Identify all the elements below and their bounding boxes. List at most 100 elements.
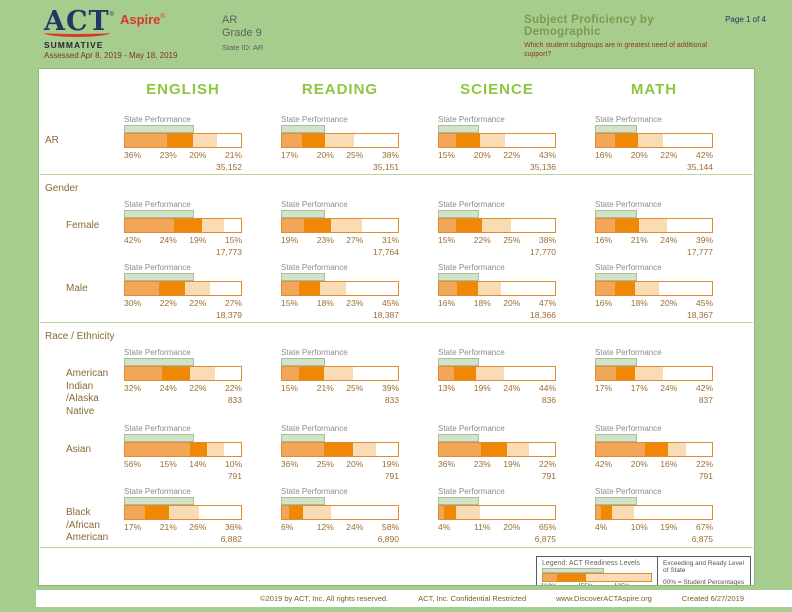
bar-segment-exceeding — [282, 367, 300, 380]
subject-cell: State Performance 36% 25% 20% 19% 791 — [281, 424, 399, 481]
state-performance-bar — [124, 434, 194, 442]
student-count: 17,764 — [373, 247, 399, 257]
percent-label: 22% — [660, 150, 678, 160]
bar-segment-exceeding — [439, 443, 481, 456]
state-performance-label: State Performance — [124, 263, 191, 272]
demographic-row: American Indian /Alaska Native State Perf… — [40, 348, 753, 418]
bar-segment-ready — [456, 134, 480, 147]
row-label: Asian — [66, 444, 92, 455]
percent-label: 21% — [316, 383, 334, 393]
section: Gender Female State Performance 42% 24% 19% 15… — [40, 175, 753, 323]
percent-labels: 32% 24% 22% 22% — [124, 383, 242, 393]
bar-segment-in-need — [209, 282, 241, 295]
legend-notes-box: Exceeding and Ready Level of State 00% =… — [657, 555, 751, 585]
legend-segment-ready — [557, 573, 587, 581]
percent-label: 65% — [538, 522, 556, 532]
bar-segment-close — [635, 282, 659, 295]
percent-label: 21% — [159, 522, 177, 532]
bar-segment-in-need — [216, 134, 241, 147]
subject-cell: State Performance 36% 23% 19% 22% 791 — [438, 424, 556, 481]
title-block: Subject Proficiency by Demographic Which… — [524, 14, 724, 60]
bar-segment-exceeding — [125, 367, 163, 380]
percent-label: 25% — [346, 383, 364, 393]
subject-cell: State Performance 15% 20% 22% 43% 35,136 — [438, 115, 556, 172]
state-performance-bar — [124, 273, 194, 281]
bar-segment-close — [352, 443, 376, 456]
bar-segment-in-need — [666, 219, 712, 232]
bar-segment-ready — [615, 367, 636, 380]
percent-label: 27% — [224, 298, 242, 308]
bar-segment-ready — [614, 282, 636, 295]
percent-labels: 36% 25% 20% 19% — [281, 459, 399, 469]
state-performance-track — [595, 434, 713, 442]
percent-label: 21% — [630, 235, 648, 245]
state-performance-track — [281, 210, 399, 218]
percent-label: 22% — [159, 298, 177, 308]
bar-segment-in-need — [663, 134, 712, 147]
state-performance-bar — [438, 497, 480, 505]
percent-labels: 4% 10% 19% 67% — [595, 522, 713, 532]
row-label: AR — [45, 135, 59, 146]
stacked-bar — [124, 281, 242, 296]
student-count: 17,777 — [687, 247, 713, 257]
legend-state-performance-bar — [542, 567, 604, 573]
subject-cell: State Performance 56% 15% 14% 10% 791 — [124, 424, 242, 481]
bar-segment-close — [169, 506, 200, 519]
bar-segment-exceeding — [125, 443, 190, 456]
report-footer: ©2019 by ACT, Inc. All rights reserved. … — [36, 590, 792, 607]
bar-segment-exceeding — [125, 134, 167, 147]
bar-segment-in-need — [330, 506, 398, 519]
percent-labels: 36% 23% 20% 21% — [124, 150, 242, 160]
percent-label: 15% — [281, 383, 299, 393]
subject-cell: State Performance 17% 17% 24% 42% 837 — [595, 348, 713, 418]
act-swoosh-icon — [44, 32, 110, 37]
percent-label: 14% — [189, 459, 207, 469]
state-performance-bar — [595, 125, 638, 133]
bar-segment-close — [612, 506, 635, 519]
bar-segment-in-need — [479, 506, 555, 519]
subject-cell: State Performance 6% 12% 24% 58% 6,890 — [281, 487, 399, 545]
state-performance-track — [281, 125, 399, 133]
student-count: 791 — [227, 471, 242, 481]
percent-labels: 15% 18% 23% 45% — [281, 298, 399, 308]
bar-segment-ready — [644, 443, 668, 456]
state-performance-bar — [595, 273, 638, 281]
percent-label: 10% — [630, 522, 648, 532]
state-performance-track — [595, 125, 713, 133]
bar-segment-exceeding — [596, 506, 601, 519]
state-performance-label: State Performance — [438, 424, 505, 433]
percent-label: 23% — [159, 150, 177, 160]
subject-cell: State Performance 42% 20% 16% 22% 791 — [595, 424, 713, 481]
bar-segment-exceeding — [439, 282, 458, 295]
state-performance-label: State Performance — [595, 348, 662, 357]
state-performance-bar — [281, 273, 325, 281]
state-performance-label: State Performance — [438, 487, 505, 496]
bar-segment-exceeding — [596, 443, 645, 456]
percent-label: 31% — [381, 235, 399, 245]
subject-cell: State Performance 42% 24% 19% 15% 17,773 — [124, 200, 242, 257]
legend-sample-pct: 10% — [542, 582, 579, 585]
bar-segment-exceeding — [439, 219, 457, 232]
registered-mark-icon: ® — [109, 12, 114, 18]
bar-segment-close — [667, 443, 687, 456]
state-performance-track — [595, 210, 713, 218]
subject-column: SCIENCE — [438, 81, 556, 107]
org-info: AR Grade 9 State ID: AR — [222, 14, 263, 52]
percent-label: 27% — [346, 235, 364, 245]
state-performance-track — [281, 497, 399, 505]
demographic-row: Asian State Performance 56% 15% 14% 10% 791 Sta… — [40, 424, 753, 481]
percent-label: 25% — [503, 235, 521, 245]
subject-cell: State Performance 16% 20% 22% 42% 35,144 — [595, 115, 713, 172]
subject-header-math: MATH — [630, 81, 678, 98]
percent-label: 17% — [630, 383, 648, 393]
state-performance-label: State Performance — [281, 424, 348, 433]
student-count: 18,367 — [687, 310, 713, 320]
percent-labels: 16% 20% 22% 42% — [595, 150, 713, 160]
percent-label: 30% — [124, 298, 142, 308]
percent-label: 42% — [695, 383, 713, 393]
demographic-row: Black /African American State Performance… — [40, 487, 753, 545]
assessed-dates: Assessed Apr 8, 2019 - May 18, 2019 — [44, 51, 178, 60]
student-count: 833 — [384, 395, 399, 405]
state-performance-track — [281, 273, 399, 281]
state-performance-track — [438, 358, 556, 366]
